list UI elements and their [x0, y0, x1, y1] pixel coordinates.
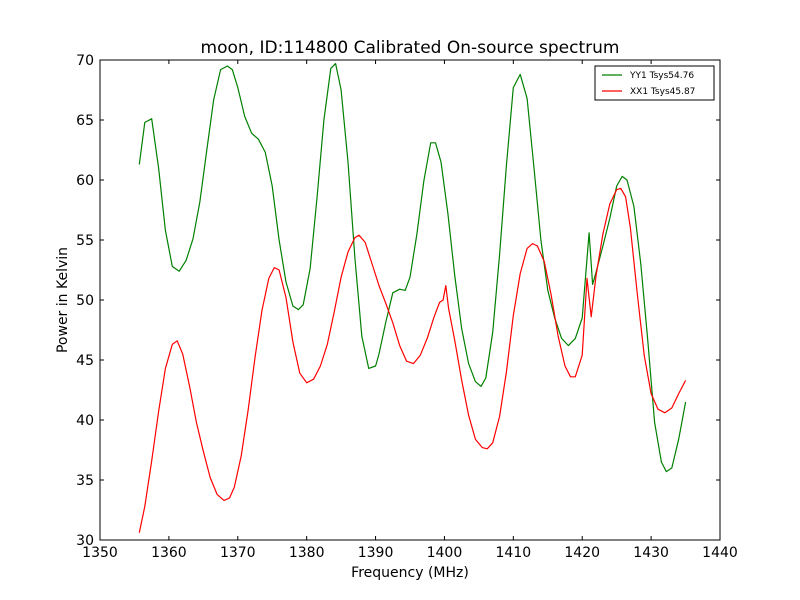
legend: YY1 Tsys54.76 XX1 Tsys45.87: [594, 65, 715, 101]
y-tick-label: 70: [76, 53, 94, 69]
x-tick-label: 1370: [220, 545, 256, 561]
x-tick-label: 1390: [358, 545, 394, 561]
series-line-xx1: [138, 187, 687, 533]
y-axis-label: Power in Kelvin: [55, 247, 71, 353]
y-tick-label: 55: [76, 233, 94, 249]
y-tick-label: 30: [76, 533, 94, 549]
series-layer: [138, 62, 687, 533]
x-tick-label: 1410: [496, 545, 532, 561]
x-tick-label: 1350: [82, 545, 118, 561]
y-tick-label: 65: [76, 113, 94, 129]
y-tick-label: 60: [76, 173, 94, 189]
x-tick-label: 1380: [289, 545, 325, 561]
plot-frame: [99, 59, 721, 541]
x-tick-label: 1430: [633, 545, 669, 561]
y-tick-label: 40: [76, 413, 94, 429]
x-tick-label: 1440: [702, 545, 738, 561]
x-tick-label: 1400: [427, 545, 463, 561]
y-tick-label: 50: [76, 293, 94, 309]
legend-label-xx1: XX1 Tsys45.87: [630, 87, 695, 97]
series-line-yy1: [138, 62, 687, 473]
x-axis-label: Frequency (MHz): [351, 565, 469, 581]
y-tick-label: 35: [76, 473, 94, 489]
axis-ticks: 1350 1360 1370 1380 1390 1400 1410 1420 1430 1440…: [76, 53, 738, 561]
legend-box: [594, 65, 715, 101]
y-tick-label: 45: [76, 353, 94, 369]
chart-title: moon, ID:114800 Calibrated On-source spe…: [201, 38, 620, 58]
legend-label-yy1: YY1 Tsys54.76: [629, 71, 694, 81]
x-tick-label: 1360: [151, 545, 187, 561]
plot-area: [100, 60, 720, 540]
x-tick-label: 1420: [564, 545, 600, 561]
